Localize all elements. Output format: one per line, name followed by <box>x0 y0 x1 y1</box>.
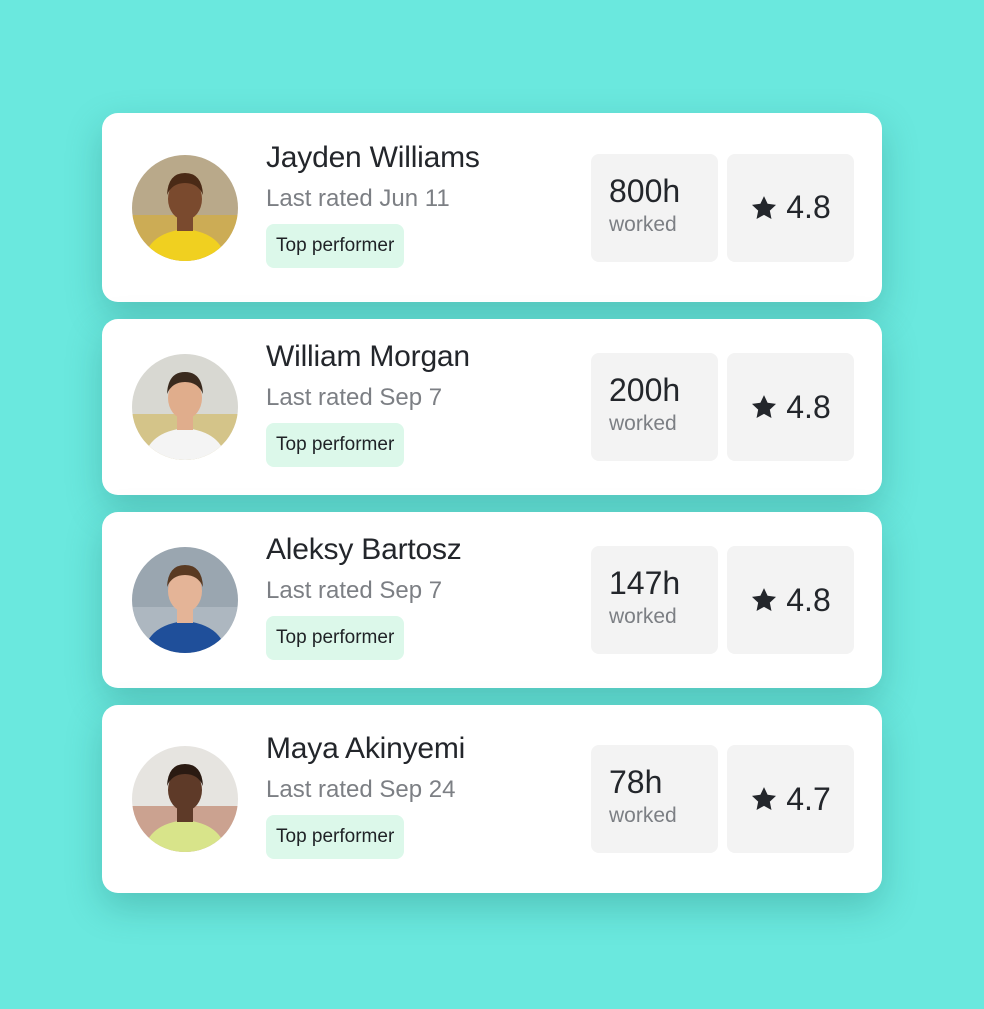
hours-value: 78h <box>609 764 663 800</box>
last-rated-date: Last rated Sep 7 <box>266 577 443 604</box>
star-icon <box>752 588 777 611</box>
rating-stat: 4.7 <box>727 745 854 853</box>
hours-value: 147h <box>609 565 681 601</box>
hours-label: worked <box>609 212 677 236</box>
worker-name: William Morgan <box>266 340 470 373</box>
hours-worked-stat: 78h worked <box>591 745 718 853</box>
worker-name: Maya Akinyemi <box>266 732 466 765</box>
hours-worked-stat: 147h worked <box>591 546 718 654</box>
avatar <box>132 154 238 261</box>
rating-stat: 4.8 <box>727 353 854 461</box>
worker-card[interactable]: Aleksy Bartosz Last rated Sep 7 Top perf… <box>102 512 882 688</box>
hours-label: worked <box>609 804 677 827</box>
avatar <box>132 354 238 460</box>
top-performer-badge: Top performer <box>266 616 405 660</box>
worker-card[interactable]: Jayden Williams Last rated Jun 11 Top pe… <box>102 113 882 302</box>
avatar <box>132 746 238 852</box>
hours-value: 800h <box>609 172 681 209</box>
rating-stat: 4.8 <box>727 153 854 262</box>
worker-card[interactable]: William Morgan Last rated Sep 7 Top perf… <box>102 319 882 495</box>
top-performer-badge: Top performer <box>266 423 405 467</box>
rating-value: 4.8 <box>786 581 831 618</box>
hours-worked-stat: 800h worked <box>591 153 718 262</box>
worker-name: Aleksy Bartosz <box>266 533 462 566</box>
hours-worked-stat: 200h worked <box>591 353 718 461</box>
rating-stat: 4.8 <box>727 546 854 654</box>
star-icon <box>752 787 777 810</box>
last-rated-date: Last rated Sep 7 <box>266 384 443 411</box>
hours-label: worked <box>609 605 677 628</box>
avatar <box>132 547 238 653</box>
worker-card[interactable]: Maya Akinyemi Last rated Sep 24 Top perf… <box>102 705 882 893</box>
star-icon <box>752 195 777 219</box>
worker-name: Jayden Williams <box>266 140 480 174</box>
rating-value: 4.8 <box>786 388 831 425</box>
last-rated-date: Last rated Sep 24 <box>266 776 456 803</box>
avatar-photo <box>132 154 238 261</box>
top-performer-badge: Top performer <box>266 815 405 859</box>
avatar-photo <box>132 354 238 460</box>
star-icon <box>752 395 777 418</box>
hours-label: worked <box>609 412 677 435</box>
avatar-photo <box>132 547 238 653</box>
rating-value: 4.7 <box>786 780 831 817</box>
avatar-photo <box>132 746 238 852</box>
hours-value: 200h <box>609 372 681 408</box>
last-rated-date: Last rated Jun 11 <box>266 184 450 212</box>
top-performer-badge: Top performer <box>266 223 405 268</box>
rating-value: 4.8 <box>786 189 831 225</box>
